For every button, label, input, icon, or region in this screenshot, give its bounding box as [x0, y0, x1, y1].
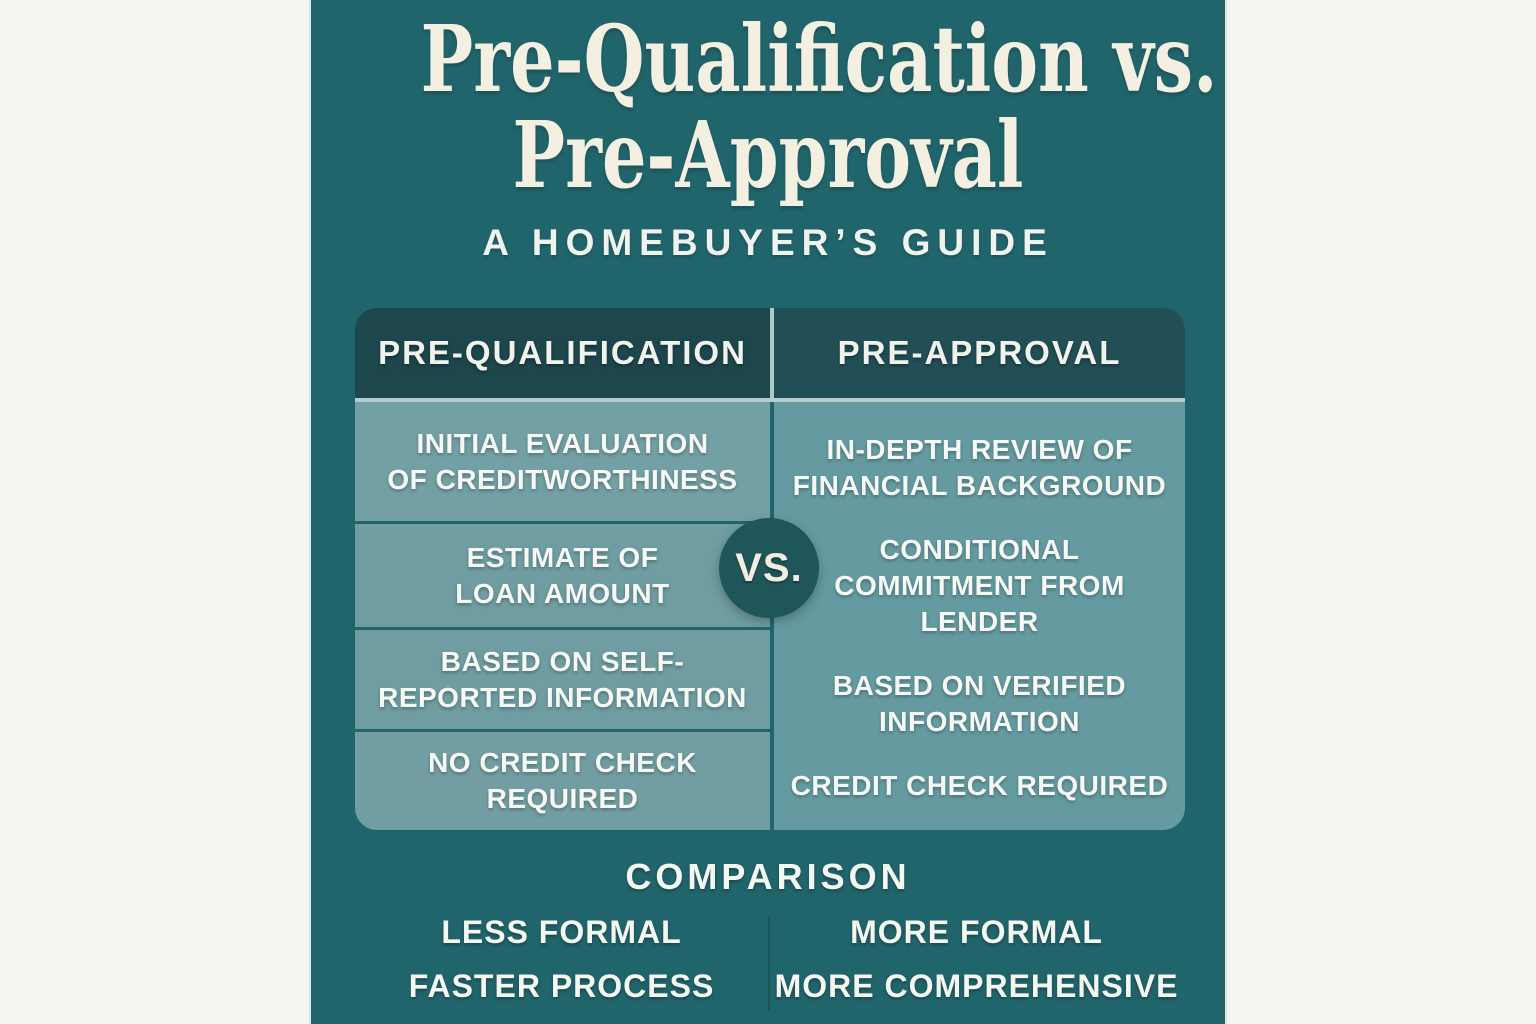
- pre-qualification-row-4: NO CREDIT CHECK REQUIRED: [355, 732, 770, 830]
- comparison-table: PRE-QUALIFICATION PRE-APPROVAL INITIAL E…: [355, 308, 1185, 830]
- comparison-section: LESS FORMAL FASTER PROCESS MORE FORMAL M…: [355, 908, 1185, 1018]
- header-cell-pre-qualification: PRE-QUALIFICATION: [355, 308, 770, 398]
- comparison-right-column: MORE FORMAL MORE COMPREHENSIVE: [770, 908, 1183, 1018]
- pre-qualification-row-2: ESTIMATE OF LOAN AMOUNT: [355, 524, 770, 627]
- pre-approval-row-2: CONDITIONAL COMMITMENT FROM LENDER: [834, 534, 1125, 637]
- pre-approval-row-3: BASED ON VERIFIED INFORMATION: [832, 670, 1127, 737]
- pre-qualification-row-3: BASED ON SELF- REPORTED INFORMATION: [355, 630, 770, 729]
- pre-approval-column-body: IN-DEPTH REVIEW OF FINANCIAL BACKGROUND C…: [774, 402, 1185, 830]
- comparison-item-more-formal: MORE FORMAL: [850, 914, 1103, 950]
- page-title-line-1: Pre-Qualification vs.: [420, 5, 1218, 113]
- pre-approval-row-1: IN-DEPTH REVIEW OF FINANCIAL BACKGROUND: [792, 434, 1167, 501]
- header-column-divider: [770, 308, 774, 398]
- infographic-panel: Pre-Qualification vs. Pre-Approval A HOM…: [309, 0, 1227, 1024]
- comparison-item-more-comprehensive: MORE COMPREHENSIVE: [774, 968, 1179, 1004]
- comparison-item-faster-process: FASTER PROCESS: [408, 968, 715, 1004]
- comparison-item-less-formal: LESS FORMAL: [441, 914, 682, 950]
- comparison-divider: [768, 916, 770, 1010]
- page-title: Pre-Qualification vs. Pre-Approval: [420, 5, 1218, 209]
- pre-approval-row-4: CREDIT CHECK REQUIRED: [790, 770, 1169, 802]
- vs-badge-label: VS.: [735, 545, 803, 590]
- page-subtitle: A HOMEBUYER’S GUIDE: [482, 222, 1054, 263]
- pre-qualification-row-1: INITIAL EVALUATION OF CREDITWORTHINESS: [355, 402, 770, 521]
- comparison-left-column: LESS FORMAL FASTER PROCESS: [355, 908, 768, 1018]
- header-cell-pre-approval: PRE-APPROVAL: [774, 308, 1185, 398]
- vs-badge: VS.: [719, 518, 819, 618]
- page-title-line-2: Pre-Approval: [512, 100, 1024, 209]
- header-bottom-divider: [355, 398, 1185, 402]
- comparison-heading: COMPARISON: [625, 856, 911, 897]
